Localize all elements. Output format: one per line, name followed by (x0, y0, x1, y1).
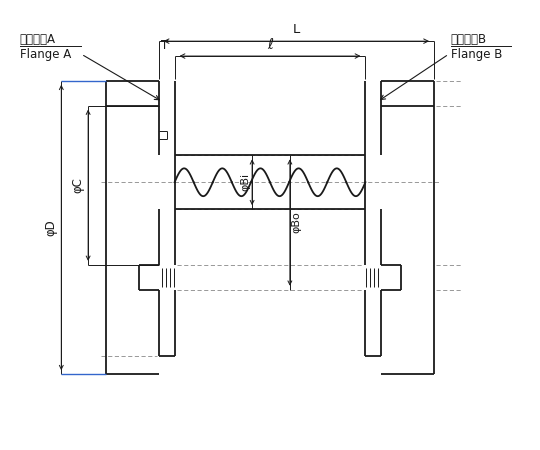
Text: φBo: φBo (292, 212, 302, 234)
Text: Flange A: Flange A (19, 48, 71, 61)
Text: φC: φC (71, 177, 84, 193)
Text: φBi: φBi (240, 173, 250, 191)
Text: ℓ: ℓ (267, 37, 273, 52)
Text: φD: φD (44, 219, 57, 236)
Text: T: T (161, 39, 168, 52)
Text: フランジB: フランジB (451, 33, 487, 46)
Text: L: L (293, 23, 300, 36)
Text: Flange B: Flange B (451, 48, 502, 61)
Text: フランジA: フランジA (19, 33, 56, 46)
